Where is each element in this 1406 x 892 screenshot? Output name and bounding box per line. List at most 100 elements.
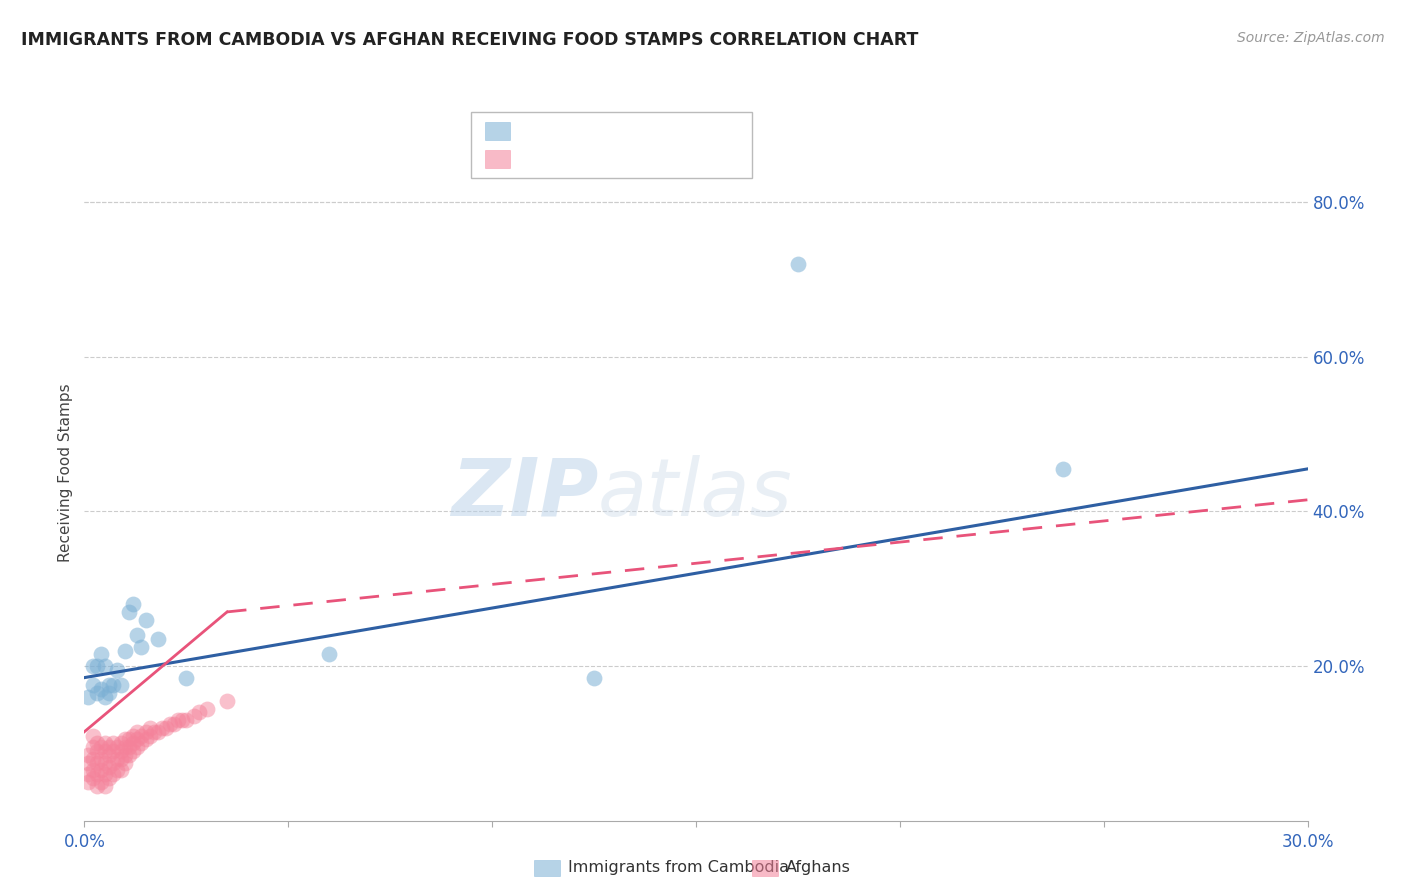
Text: IMMIGRANTS FROM CAMBODIA VS AFGHAN RECEIVING FOOD STAMPS CORRELATION CHART: IMMIGRANTS FROM CAMBODIA VS AFGHAN RECEI… [21,31,918,49]
Point [90,764,112,778]
Point [82,764,104,778]
Point [127,628,149,642]
Point [110,764,132,778]
Text: ZIP: ZIP [451,455,598,533]
Point [90,775,112,789]
Y-axis label: Receiving Food Stamps: Receiving Food Stamps [58,384,73,562]
Text: Source: ZipAtlas.com: Source: ZipAtlas.com [1237,31,1385,45]
Point [135,724,157,739]
Point [90,648,112,662]
Point [86,756,108,770]
Point [86,736,108,750]
Text: Afghans: Afghans [786,860,851,874]
Point [122,744,145,758]
Point [122,729,145,743]
Point [101,756,124,770]
Point [86,767,108,781]
Text: atlas: atlas [598,455,793,533]
Point [146,632,169,646]
Point [110,752,132,766]
Point [127,740,149,755]
Point [97,686,120,700]
Point [93,690,117,704]
Point [93,779,117,793]
Point [176,713,198,727]
Point [86,686,108,700]
Point [77,690,100,704]
Point [122,597,145,611]
Point [183,709,205,723]
Point [172,713,194,727]
Point [105,752,128,766]
Point [135,732,157,747]
Point [97,678,120,692]
Point [167,713,190,727]
Point [97,747,120,762]
Point [82,729,104,743]
Point [97,771,120,785]
Point [110,678,132,692]
Point [93,756,117,770]
Point [138,729,160,743]
Point [77,767,100,781]
Point [93,659,117,673]
Point [118,747,141,762]
Point [138,721,160,735]
Point [82,740,104,755]
Point [101,678,124,692]
Text: Immigrants from Cambodia: Immigrants from Cambodia [568,860,789,874]
Point [135,613,157,627]
Point [163,717,186,731]
Text: R = 0.587   N = 26: R = 0.587 N = 26 [522,122,706,140]
Point [159,717,181,731]
Point [187,706,209,720]
Point [195,701,218,715]
Point [114,740,136,755]
Point [101,736,124,750]
Point [77,756,100,770]
Point [93,744,117,758]
Point [82,678,104,692]
Point [155,721,177,735]
Point [101,767,124,781]
Point [101,744,124,758]
Point [86,744,108,758]
Point [118,732,141,747]
Point [105,740,128,755]
Point [86,659,108,673]
Point [318,648,340,662]
Point [97,759,120,773]
Point [583,671,606,685]
Point [114,747,136,762]
Point [176,671,198,685]
Point [787,257,810,271]
Point [142,724,165,739]
Point [217,694,239,708]
Point [110,736,132,750]
Point [114,643,136,657]
Point [90,682,112,697]
Point [114,756,136,770]
Point [93,767,117,781]
Point [82,771,104,785]
Point [105,663,128,677]
Point [131,729,153,743]
Point [131,736,153,750]
Point [127,724,149,739]
Point [131,640,153,654]
Point [97,740,120,755]
Point [93,736,117,750]
Point [77,775,100,789]
Point [1052,462,1074,476]
Point [118,740,141,755]
Point [82,752,104,766]
Point [90,740,112,755]
Point [82,659,104,673]
Point [105,764,128,778]
Point [146,724,169,739]
Text: R = 0.347   N = 70: R = 0.347 N = 70 [522,150,706,168]
Point [127,732,149,747]
Point [114,732,136,747]
Point [122,736,145,750]
Point [118,605,141,619]
